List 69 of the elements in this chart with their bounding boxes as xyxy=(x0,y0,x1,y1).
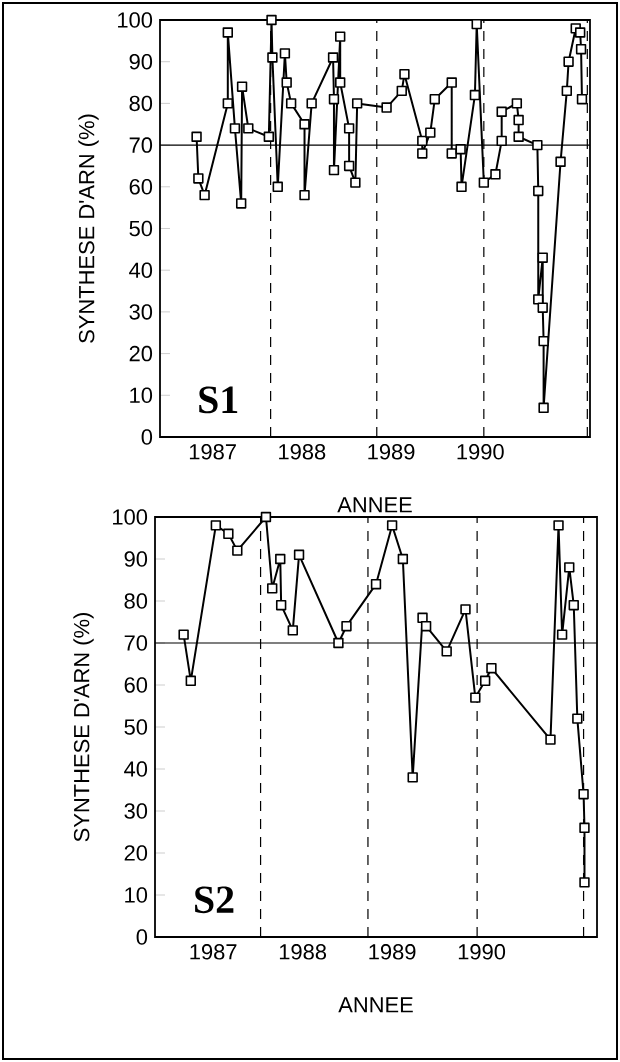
point xyxy=(178,629,189,640)
point xyxy=(210,520,222,531)
point xyxy=(397,553,409,565)
x-tick-label: 1990 xyxy=(457,444,504,460)
point xyxy=(407,772,418,783)
y-axis-title: SYNTHESE D'ARN (%) xyxy=(73,613,94,842)
y-tick-label: 50 xyxy=(124,719,148,735)
point xyxy=(486,663,497,674)
point xyxy=(579,877,590,888)
point xyxy=(578,789,589,800)
point xyxy=(293,549,305,560)
point xyxy=(417,612,428,623)
point xyxy=(287,625,298,636)
x-tick-label: 1988 xyxy=(279,944,327,960)
point xyxy=(267,583,278,594)
y-tick-label: 40 xyxy=(124,761,148,777)
point xyxy=(370,579,382,590)
point xyxy=(556,629,568,640)
point xyxy=(223,528,234,539)
point xyxy=(420,621,432,632)
x-tick-label: 1988 xyxy=(279,444,326,460)
point xyxy=(460,604,471,615)
point xyxy=(341,621,352,632)
y-tick-label: 20 xyxy=(129,345,153,362)
point xyxy=(260,511,272,523)
x-tick-label: 1989 xyxy=(368,444,415,460)
point xyxy=(232,545,243,556)
point xyxy=(579,822,590,833)
y-tick-label: 0 xyxy=(141,429,153,445)
point xyxy=(275,553,286,565)
y-tick-label: 0 xyxy=(136,929,148,945)
x-tick-label: 1990 xyxy=(458,944,506,960)
point xyxy=(545,734,556,745)
point xyxy=(470,692,481,703)
point xyxy=(568,600,579,611)
annotation: S1 xyxy=(199,386,238,414)
y-tick-label: 80 xyxy=(124,593,148,609)
y-tick-label: 70 xyxy=(124,635,148,651)
x-tick-label: 1987 xyxy=(190,944,237,960)
y-tick-label: 80 xyxy=(129,95,153,112)
point xyxy=(386,520,398,531)
y-tick-label: 90 xyxy=(129,53,153,70)
x-axis-title: ANNEE xyxy=(338,997,413,1013)
annotation: S2 xyxy=(195,886,234,914)
y-tick-label: 60 xyxy=(124,677,148,693)
y-tick-label: 60 xyxy=(129,179,153,195)
y-tick-label: 100 xyxy=(118,12,153,28)
point xyxy=(553,520,564,531)
point xyxy=(564,562,575,573)
y-axis-title: SYNTHESE D'ARN (%) xyxy=(78,114,99,343)
point xyxy=(572,713,583,724)
y-tick-label: 90 xyxy=(124,551,148,567)
y-tick-label: 50 xyxy=(129,220,153,237)
point xyxy=(275,600,287,611)
y-tick-label: 10 xyxy=(125,887,148,903)
x-tick-label: 1987 xyxy=(189,444,236,460)
point xyxy=(185,675,196,686)
y-tick-label: 30 xyxy=(124,803,148,819)
y-tick-label: 40 xyxy=(129,262,153,278)
point xyxy=(441,646,452,657)
y-tick-label: 30 xyxy=(129,304,153,320)
y-tick-label: 20 xyxy=(124,845,148,861)
y-tick-label: 100 xyxy=(113,509,148,525)
x-axis-title: ANNEE xyxy=(337,497,412,513)
y-tick-label: 10 xyxy=(130,387,153,404)
point xyxy=(479,675,491,686)
point xyxy=(333,637,344,649)
y-tick-label: 70 xyxy=(129,137,153,153)
x-tick-label: 1989 xyxy=(369,944,416,960)
